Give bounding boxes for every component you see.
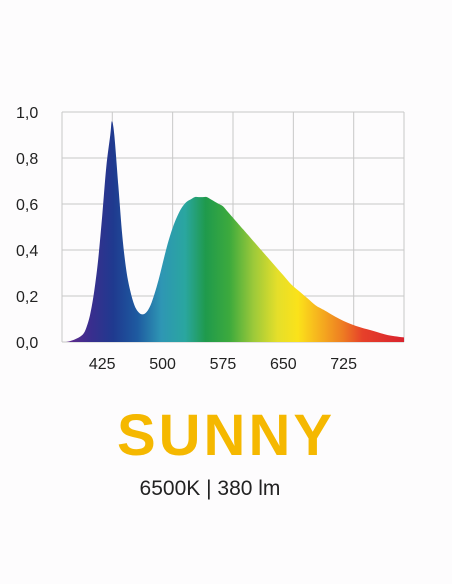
x-tick-label: 650 [270,356,297,373]
y-tick-label: 0,6 [16,197,38,214]
x-tick-label: 425 [89,356,116,373]
y-tick-label: 1,0 [16,105,38,122]
x-tick-label: 500 [149,356,176,373]
y-tick-label: 0,8 [16,151,38,168]
y-tick-label: 0,0 [16,335,38,352]
product-spec: 6500K | 380 lm [139,477,281,500]
y-tick-label: 0,2 [16,289,38,306]
y-tick-label: 0,4 [16,243,38,260]
x-tick-label: 575 [210,356,237,373]
axis-ticks: 0,0 0,2 0,4 0,6 0,8 1,0 425 500 575 650 725 [16,105,357,373]
product-title: SUNNY [116,403,336,468]
x-tick-label: 725 [330,356,357,373]
spectrum-area [66,121,404,342]
spectrum-curve [66,121,404,342]
